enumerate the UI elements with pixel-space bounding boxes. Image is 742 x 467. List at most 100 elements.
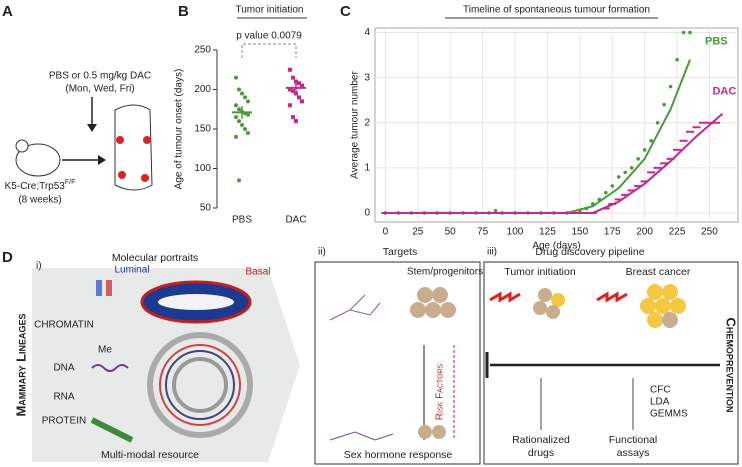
x-tick-label: 75	[477, 227, 489, 238]
x-tick-label: 225	[669, 227, 686, 238]
point	[621, 193, 630, 196]
cluster	[418, 425, 446, 439]
zigzag	[489, 291, 521, 303]
mouse	[15, 143, 61, 177]
point	[675, 57, 679, 62]
x-axis-label: Age (days)	[532, 241, 580, 252]
y-tick-label: 1	[364, 163, 370, 174]
cluster	[640, 284, 686, 328]
y-tick-label: 250	[194, 45, 211, 56]
luminal: Luminal	[114, 265, 149, 276]
point	[294, 79, 298, 84]
functional: assays	[617, 447, 650, 459]
point	[698, 121, 707, 124]
point	[237, 87, 241, 92]
panel-letter: A	[2, 3, 13, 20]
point	[603, 190, 608, 195]
treatment: PBS or 0.5 mg/kg DAC	[49, 71, 151, 82]
point	[679, 139, 688, 142]
point	[705, 121, 714, 124]
assay: LDA	[650, 397, 670, 408]
point	[668, 84, 673, 89]
point	[246, 112, 250, 117]
genotype: K5-Cre;Trp53	[5, 181, 66, 192]
point	[692, 126, 701, 129]
circos	[172, 357, 228, 413]
section-title: Targets	[383, 246, 417, 258]
panel-d: Mammary Lineages i) Molecular portraits …	[13, 246, 739, 465]
bracket	[241, 43, 297, 58]
point	[636, 157, 640, 161]
assay: GEMMS	[650, 409, 688, 420]
series-label: DAC	[712, 86, 736, 98]
point	[493, 208, 498, 213]
tree	[329, 294, 381, 321]
point	[288, 87, 292, 92]
x-tick-label: 25	[412, 227, 424, 238]
point	[627, 189, 636, 192]
side-label: Mammary Lineages	[13, 313, 28, 416]
point	[237, 119, 241, 124]
point	[662, 102, 666, 107]
y-tick-label: 50	[200, 203, 212, 214]
point	[300, 99, 304, 104]
point	[294, 119, 298, 124]
point	[647, 171, 656, 174]
circos	[159, 344, 241, 426]
chart-title: Tumor initiation	[236, 5, 304, 16]
initiation: Tumor initiation	[504, 266, 576, 278]
x-tick-label: PBS	[232, 215, 252, 226]
point	[642, 148, 647, 152]
gland	[118, 171, 126, 179]
chart-title: Timeline of spontaneous tumour formation	[463, 5, 650, 16]
point	[234, 103, 238, 108]
point	[234, 134, 238, 139]
panel-a: PBS or 0.5 mg/kg DAC (Mon, Wed, Fri) K5-…	[5, 71, 153, 206]
gland	[143, 136, 151, 144]
point	[649, 138, 653, 143]
point	[614, 198, 623, 201]
risk: Risk Factors	[435, 363, 446, 420]
arrow-head	[87, 124, 97, 132]
y-tick-label: 200	[194, 84, 211, 95]
level: DNA	[53, 363, 74, 374]
cluster	[533, 288, 565, 319]
y-tick-label: 150	[194, 124, 211, 135]
point	[234, 115, 238, 120]
assay: CFC	[650, 385, 671, 396]
point	[629, 166, 634, 170]
point	[297, 81, 301, 86]
panel-letter: B	[178, 3, 189, 20]
point	[234, 75, 238, 80]
genotype-sup: F/F	[65, 179, 76, 186]
y-axis-label: Age of tumour onset (days)	[174, 69, 185, 190]
y-tick-label: 4	[364, 27, 370, 38]
fit-line	[385, 112, 724, 214]
y-tick-label: 100	[194, 163, 211, 174]
icon	[90, 417, 134, 443]
age: (8 weeks)	[18, 195, 61, 206]
point	[681, 30, 686, 35]
arrow-head	[98, 155, 106, 165]
x-tick-label: 200	[636, 227, 653, 238]
point	[237, 178, 241, 183]
x-tick-label: 175	[604, 227, 621, 238]
point	[711, 121, 720, 124]
tree	[329, 431, 394, 441]
point	[291, 115, 295, 120]
level: CHROMATIN	[34, 320, 94, 331]
drugs: drugs	[528, 447, 554, 459]
zigzag	[596, 291, 628, 303]
point	[640, 180, 649, 183]
circos	[165, 350, 235, 420]
plot-frame	[374, 27, 739, 223]
section-title: Molecular portraits	[112, 252, 198, 264]
point	[288, 103, 292, 108]
x-tick-label: 50	[445, 227, 457, 238]
point	[243, 127, 247, 131]
basal: Basal	[245, 267, 270, 278]
point	[300, 83, 304, 88]
hormone: Sex hormone response	[344, 449, 453, 461]
y-tick-label: 2	[364, 117, 370, 128]
